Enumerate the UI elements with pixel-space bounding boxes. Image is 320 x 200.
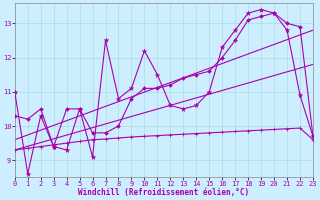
X-axis label: Windchill (Refroidissement éolien,°C): Windchill (Refroidissement éolien,°C) [78, 188, 249, 197]
